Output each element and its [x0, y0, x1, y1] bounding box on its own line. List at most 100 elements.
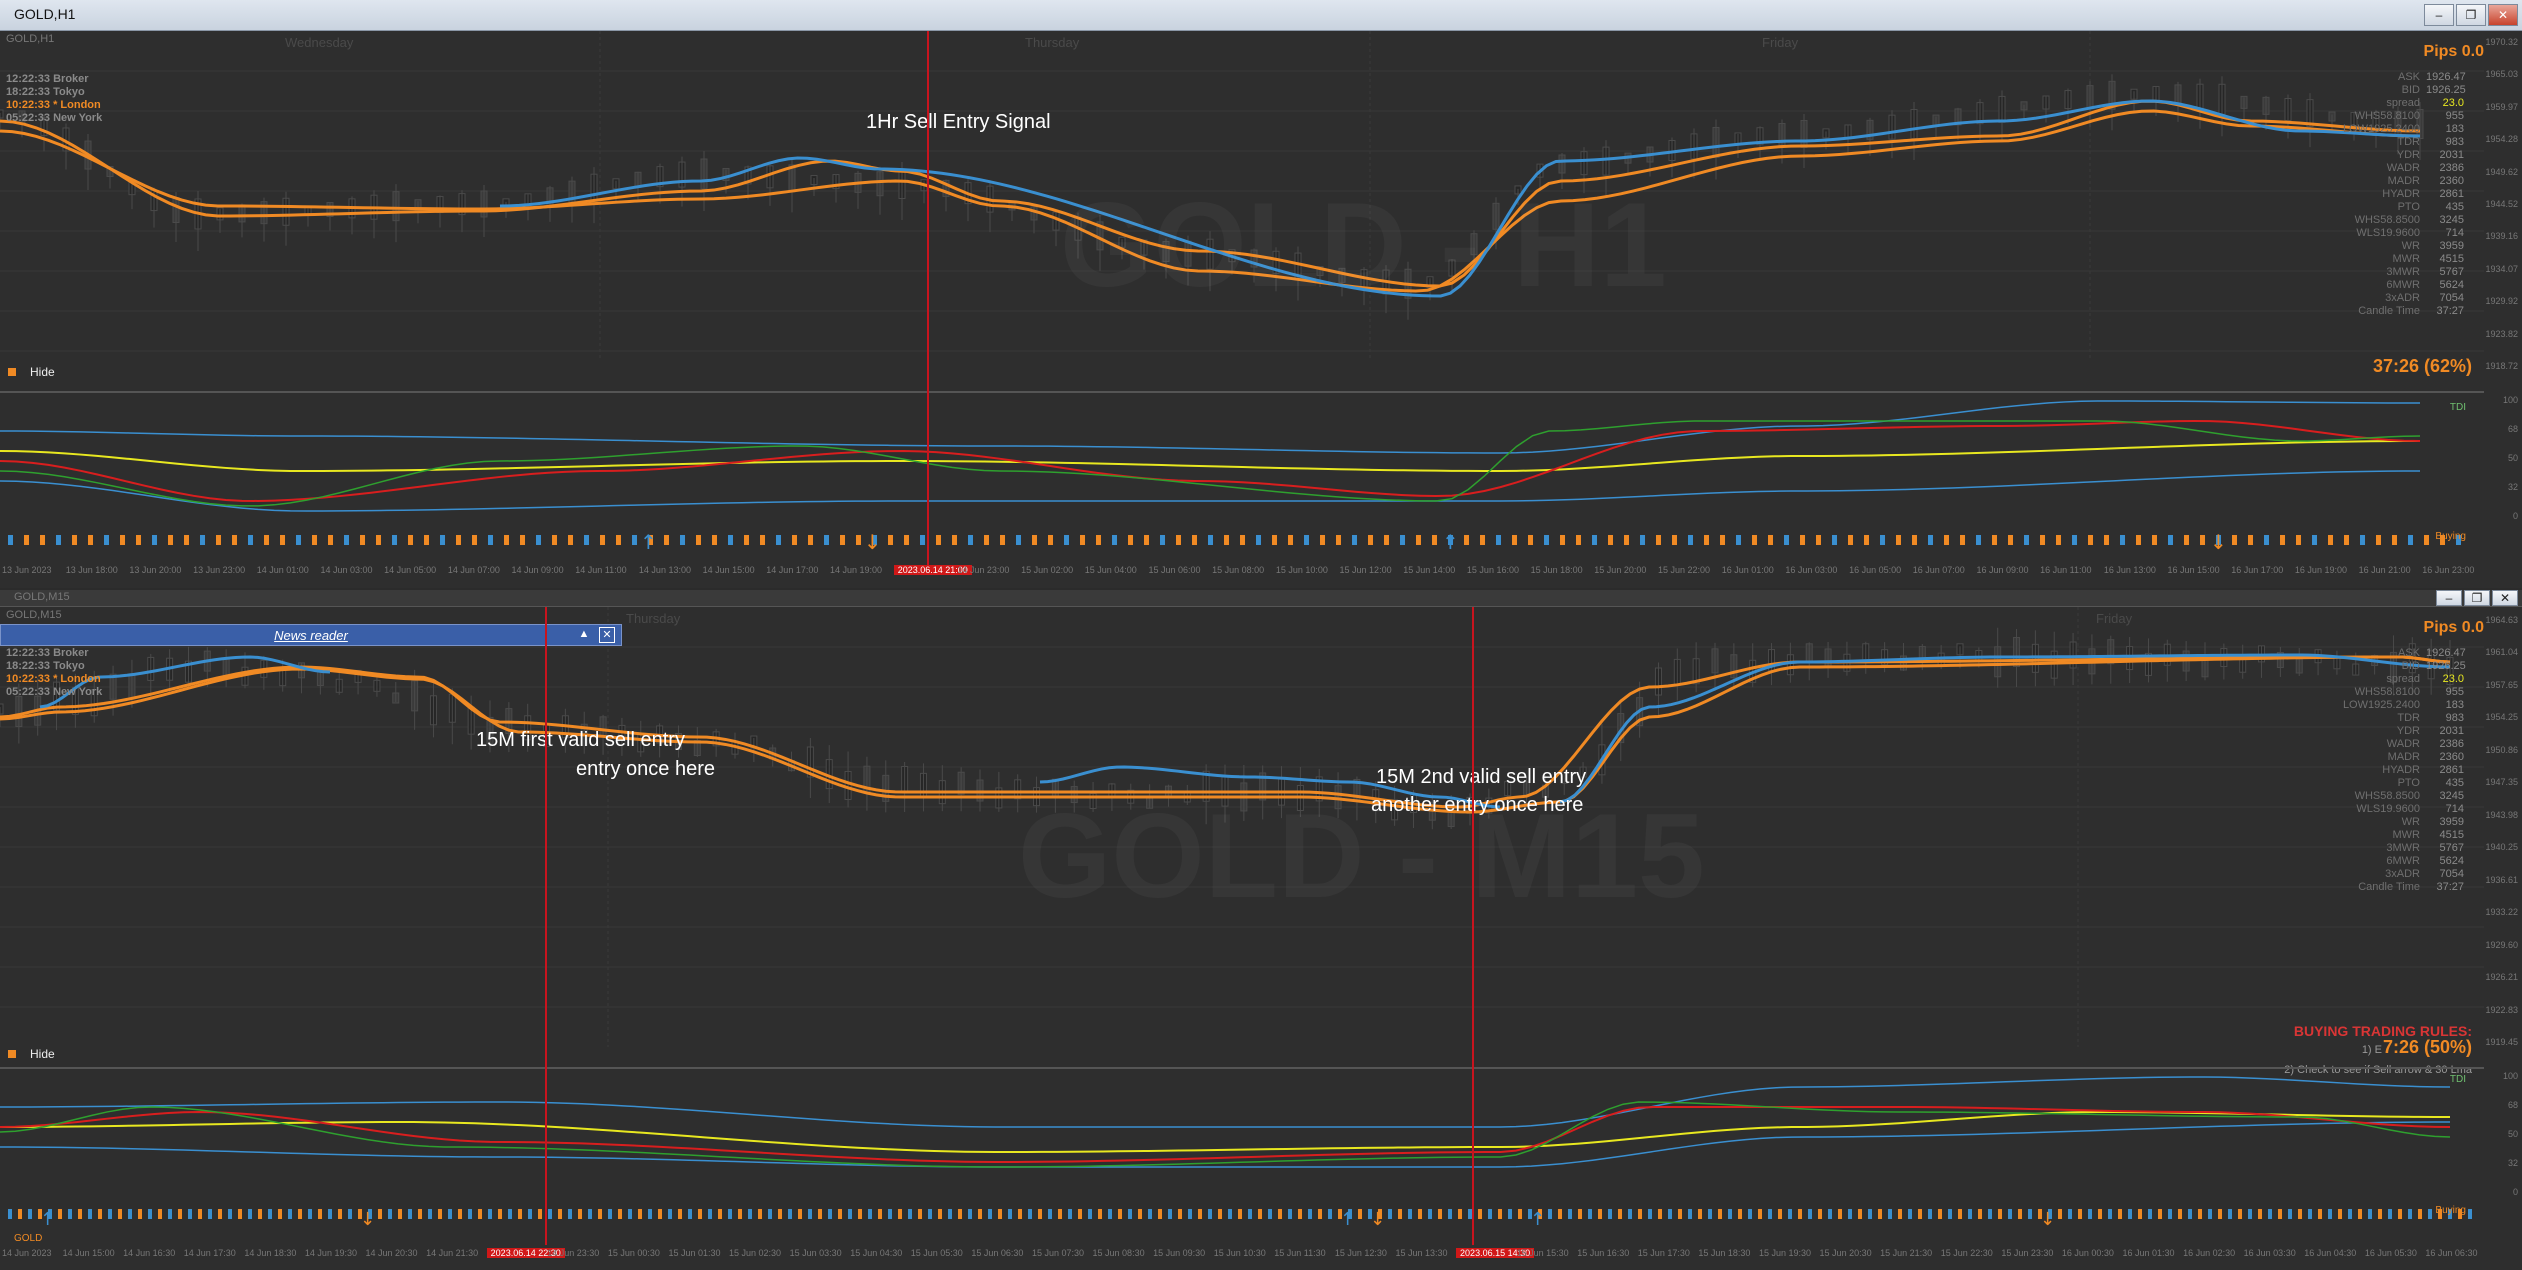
entry-vertical-line-1[interactable]: [545, 607, 547, 1245]
time-tick: 15 Jun 21:30: [1880, 1248, 1933, 1258]
chart-canvas-h1[interactable]: ↑ ↓ ↑ ↓: [0, 31, 2522, 588]
signal-square: [2238, 1209, 2242, 1219]
news-reader-title[interactable]: News reader: [274, 628, 348, 643]
signal-square: [1288, 1209, 1292, 1219]
signal-square: [2264, 535, 2269, 545]
collapse-arrow-icon[interactable]: ▲: [578, 628, 590, 640]
signal-square: [1218, 1209, 1222, 1219]
info-label: YDR: [2396, 149, 2420, 161]
signal-square: [1320, 535, 1325, 545]
signal-square: [1358, 1209, 1362, 1219]
signal-square: [2228, 1209, 2232, 1219]
time-tick: 15 Jun 03:30: [789, 1248, 842, 1258]
time-tick: 14 Jun 01:00: [256, 565, 309, 575]
signal-square: [1308, 1209, 1312, 1219]
signal-square: [1416, 535, 1421, 545]
minimize-button[interactable]: –: [2436, 590, 2462, 606]
signal-square: [568, 535, 573, 545]
time-tick: 15 Jun 17:30: [1637, 1248, 1690, 1258]
signal-square: [1778, 1209, 1782, 1219]
signal-square: [504, 535, 509, 545]
signal-square: [938, 1209, 942, 1219]
signal-square: [984, 535, 989, 545]
signal-square: [58, 1209, 62, 1219]
chart-area-m15[interactable]: ↑ ↓ ↑ ↓ ↑ ↓ GOLD - M15 GOLD,M15 Thursday Frid…: [0, 607, 2522, 1270]
chart-window-m15[interactable]: GOLD,M15 – ❐ ✕ ↑ ↓ ↑ ↓ ↑ ↓ GOLD - M15 GOLD,M1…: [0, 590, 2522, 1270]
window-titlebar-m15[interactable]: GOLD,M15 – ❐ ✕: [0, 590, 2522, 607]
signal-square: [1628, 1209, 1632, 1219]
hide-toggle[interactable]: Hide: [8, 1047, 55, 1061]
chart-window-h1[interactable]: GOLD,H1 – ❐ ✕ ↑ ↓ ↑ ↓ GOLD - H1 GOLD,H1 Wed…: [0, 0, 2522, 588]
window-titlebar-h1[interactable]: GOLD,H1 – ❐ ✕: [0, 0, 2522, 31]
time-tick: 15 Jun 04:30: [850, 1248, 903, 1258]
signal-square: [2040, 535, 2045, 545]
close-button[interactable]: ✕: [2492, 590, 2518, 606]
signal-square: [392, 535, 397, 545]
tdi-lower-band: [0, 470, 2421, 512]
signal-square: [618, 1209, 622, 1219]
info-row: WADR 2386: [2314, 162, 2464, 175]
signal-square: [1352, 535, 1357, 545]
signal-square: [1748, 1209, 1752, 1219]
price-tick: 1922.83: [2485, 1004, 2518, 1015]
signal-square: [718, 1209, 722, 1219]
chart-canvas-m15[interactable]: ↑ ↓ ↑ ↓ ↑ ↓: [0, 607, 2522, 1270]
ma-fast-line: [0, 655, 2451, 809]
indicator-separator: [0, 1067, 2484, 1069]
hide-toggle[interactable]: Hide: [8, 365, 55, 379]
info-row: 3xADR 7054: [2314, 292, 2464, 305]
chart-area-h1[interactable]: ↑ ↓ ↑ ↓ GOLD - H1 GOLD,H1 Wednesday Thursda…: [0, 31, 2522, 588]
session-row: 12:22:33 Broker: [6, 73, 89, 85]
signal-square: [840, 535, 845, 545]
time-tick: 14 Jun 13:00: [638, 565, 691, 575]
signal-square: [1268, 1209, 1272, 1219]
time-tick: 14 Jun 23:00: [957, 565, 1010, 575]
time-tick: 15 Jun 22:30: [1940, 1248, 1993, 1258]
signal-square: [2008, 535, 2013, 545]
info-row: TDR 983: [2314, 136, 2464, 149]
symbol-tab[interactable]: GOLD: [14, 1233, 43, 1244]
signal-square: [1896, 535, 1901, 545]
info-value: 3245: [2439, 790, 2464, 802]
signal-square: [368, 1209, 372, 1219]
signal-square: [1112, 535, 1117, 545]
annotation-15m-second: 15M 2nd valid sell entry: [1376, 766, 1587, 788]
signal-square: [1158, 1209, 1162, 1219]
signal-square: [478, 1209, 482, 1219]
signal-square: [616, 535, 621, 545]
tdi-signal-line: [0, 420, 2421, 507]
restore-button[interactable]: ❐: [2464, 590, 2490, 606]
info-value: 37:27: [2436, 305, 2464, 317]
price-tick: 1965.03: [2485, 69, 2518, 80]
signal-square: [456, 535, 461, 545]
price-axis-m15: 1964.63 1961.04 1957.65 1954.25 1950.86 1947.…: [2484, 607, 2522, 1270]
session-row: 12:22:33 Broker: [6, 647, 89, 659]
info-value: 435: [2445, 777, 2464, 789]
signal-square: [1868, 1209, 1872, 1219]
signal-square: [518, 1209, 522, 1219]
news-reader-bar[interactable]: News reader ▲ ✕: [0, 624, 622, 646]
indicator-tick: 32: [2507, 482, 2518, 492]
signal-square: [2424, 535, 2429, 545]
close-box-icon[interactable]: ✕: [599, 627, 615, 643]
signal-square: [424, 535, 429, 545]
candle-timer: 7:26 (50%): [2382, 1037, 2472, 1057]
signal-square: [1720, 535, 1725, 545]
ma-slow-line: [0, 655, 2451, 814]
signal-square: [1538, 1209, 1542, 1219]
arrow-down-icon: ↓: [2210, 530, 2227, 554]
signal-square: [488, 535, 493, 545]
restore-button[interactable]: ❐: [2456, 4, 2486, 26]
signal-square: [468, 1209, 472, 1219]
signal-vertical-line[interactable]: [927, 31, 929, 568]
signal-square: [88, 535, 93, 545]
signal-square: [2296, 535, 2301, 545]
close-button[interactable]: ✕: [2488, 4, 2518, 26]
signal-square: [1528, 535, 1533, 545]
signal-square: [418, 1209, 422, 1219]
minimize-button[interactable]: –: [2424, 4, 2454, 26]
entry-vertical-line-2[interactable]: [1472, 607, 1474, 1245]
signal-square: [698, 1209, 702, 1219]
info-value: 5767: [2439, 842, 2464, 854]
signal-square: [1498, 1209, 1502, 1219]
